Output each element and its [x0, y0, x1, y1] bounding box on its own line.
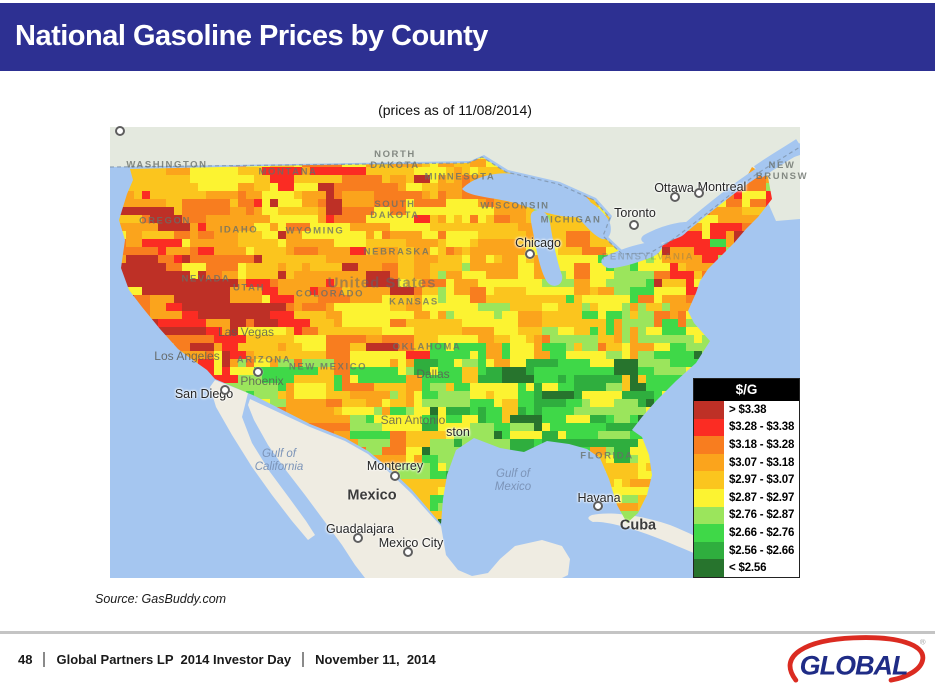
legend-label: $2.97 - $3.07	[729, 474, 795, 487]
us-gas-price-choropleth: WASHINGTON MONTANA NORTH DAKOTA SOUTH DAKOT…	[110, 126, 807, 578]
legend-title: $/G	[694, 379, 799, 402]
legend-swatch	[694, 541, 724, 560]
legend-row: $2.87 - $2.97	[694, 489, 799, 507]
canada-landmass	[110, 127, 800, 252]
logo-text: GLOBAL	[800, 650, 908, 680]
logo-swoosh	[787, 635, 926, 683]
legend-swatch	[694, 506, 724, 525]
legend-row: $3.07 - $3.18	[694, 453, 799, 472]
gulf-of-st-lawrence	[753, 139, 800, 178]
registered-mark: ®	[920, 638, 926, 647]
title-bar: National Gasoline Prices by County	[0, 3, 935, 71]
legend-label: $3.28 - $3.38	[729, 421, 795, 434]
legend-label: $2.76 - $2.87	[729, 509, 795, 522]
legend-swatch	[694, 436, 724, 454]
legend-swatch	[694, 471, 724, 490]
footer-separator	[302, 652, 305, 667]
legend-swatch	[694, 559, 724, 577]
legend-swatch	[694, 489, 724, 507]
legend-row: $2.76 - $2.87	[694, 506, 799, 525]
mexico-landmass	[248, 399, 570, 578]
map-canvas	[110, 127, 800, 578]
price-legend: $/G > $3.38 $3.28 - $3.38 $3.18 - $3.28 $3.…	[693, 378, 800, 578]
legend-swatch	[694, 524, 724, 542]
legend-label: > $3.38	[729, 403, 767, 416]
legend-row: $2.56 - $2.66	[694, 541, 799, 560]
footer-date: November 11, 2014	[315, 652, 436, 667]
legend-swatch	[694, 418, 724, 437]
baja-california-landmass	[210, 380, 315, 540]
footer-event-title: Global Partners LP 2014 Investor Day	[56, 652, 292, 667]
footer: 48 Global Partners LP 2014 Investor Day …	[18, 652, 436, 667]
legend-row: < $2.56	[694, 559, 799, 577]
page-number: 48	[18, 652, 33, 667]
legend-row: $2.97 - $3.07	[694, 471, 799, 490]
legend-label: $2.66 - $2.76	[729, 527, 795, 540]
legend-row: $3.18 - $3.28	[694, 436, 799, 454]
legend-label: $3.18 - $3.28	[729, 439, 795, 452]
footer-separator	[43, 652, 46, 667]
legend-label: $2.87 - $2.97	[729, 491, 795, 504]
page-title: National Gasoline Prices by County	[15, 20, 488, 52]
legend-swatch	[694, 401, 724, 419]
legend-label: $3.07 - $3.18	[729, 456, 795, 469]
legend-label: < $2.56	[729, 562, 767, 575]
global-logo: GLOBAL ®	[782, 634, 927, 684]
source-citation: Source: GasBuddy.com	[95, 592, 227, 606]
map-subtitle: (prices as of 11/08/2014)	[378, 102, 532, 118]
us-canada-border	[110, 146, 800, 255]
footer-divider	[0, 631, 935, 634]
legend-label: $2.56 - $2.66	[729, 544, 795, 557]
legend-row: > $3.38	[694, 401, 799, 419]
new-brunswick-landmass	[762, 155, 800, 221]
legend-rows: > $3.38 $3.28 - $3.38 $3.18 - $3.28 $3.07 -…	[694, 401, 799, 577]
legend-row: $2.66 - $2.76	[694, 524, 799, 542]
legend-swatch	[694, 453, 724, 472]
legend-row: $3.28 - $3.38	[694, 418, 799, 437]
